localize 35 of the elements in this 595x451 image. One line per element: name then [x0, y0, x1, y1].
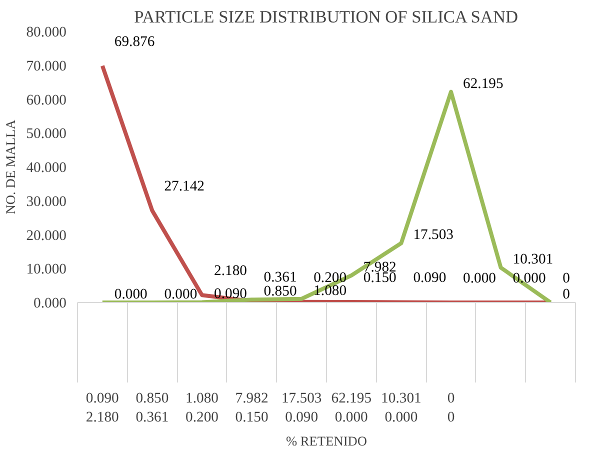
y-tick-label: 80.000: [26, 24, 67, 40]
data-label: 0: [562, 286, 570, 302]
data-label: 0.361: [264, 269, 297, 286]
y-tick-label: 10.000: [26, 262, 67, 278]
y-tick-label: 0.000: [34, 296, 67, 312]
x-tick-label: 1.080 0.200: [186, 390, 218, 426]
data-label: 0.200: [314, 270, 347, 286]
y-tick-label: 40.000: [26, 160, 67, 176]
x-tick-label: 10.301 0.000: [381, 390, 422, 426]
data-label: 27.142: [164, 178, 205, 195]
data-label: 0.000: [114, 286, 148, 302]
y-axis-title: NO. DE MALLA: [3, 119, 18, 214]
x-tick-label: 17.503 0.090: [281, 390, 322, 426]
x-axis-title: % RETENIDO: [286, 434, 368, 449]
data-label: 0.000: [463, 270, 496, 286]
x-tick-label: 0.090 2.180: [86, 390, 119, 426]
data-label: 2.180: [214, 263, 247, 280]
chart-title: PARTICLE SIZE DISTRIBUTION OF SILICA SAND: [134, 8, 518, 26]
y-tick-label: 50.000: [26, 126, 67, 142]
y-tick-label: 70.000: [26, 58, 67, 74]
x-tick-label: 0 0: [447, 390, 455, 426]
y-tick-label: 30.000: [26, 194, 67, 210]
data-label: 0.090: [413, 270, 446, 286]
data-label: 10.301: [512, 252, 554, 268]
data-label: 0.000: [164, 286, 198, 302]
data-label: 69.876: [114, 34, 155, 50]
x-tick-label: 62.195 0.000: [331, 390, 372, 426]
data-label: 0.850: [264, 284, 297, 300]
x-tick-label: 7.982 0.150: [235, 390, 268, 426]
data-label: 62.195: [463, 76, 504, 92]
y-tick-label: 60.000: [26, 92, 67, 108]
x-tick-label: 0.850 0.361: [136, 390, 169, 426]
data-label: 17.503: [413, 227, 454, 244]
y-tick-label: 20.000: [26, 228, 67, 244]
data-label: 0: [562, 270, 570, 286]
